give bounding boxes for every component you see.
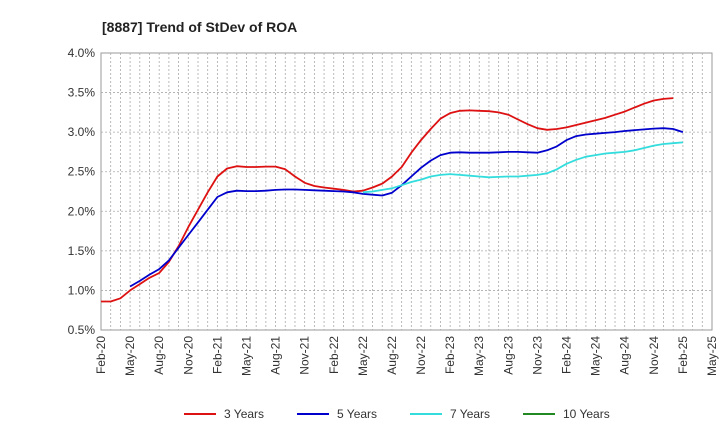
y-tick-label: 0.5%: [68, 323, 96, 337]
x-tick-label: Nov-21: [298, 336, 312, 375]
x-tick-label: Feb-23: [443, 336, 457, 374]
x-tick-label: Feb-21: [210, 336, 224, 374]
x-tick-label: May-20: [123, 336, 137, 376]
x-tick-label: Nov-23: [530, 336, 544, 375]
y-tick-label: 2.5%: [68, 165, 96, 179]
series-line: [129, 127, 684, 288]
x-tick-label: May-24: [589, 336, 603, 376]
y-tick-label: 4.0%: [68, 46, 96, 60]
x-tick-label: Aug-22: [385, 336, 399, 375]
x-tick-label: Aug-20: [152, 336, 166, 375]
x-tick-label: May-21: [239, 336, 253, 376]
x-tick-label: Aug-21: [269, 336, 283, 375]
x-tick-label: Feb-20: [94, 336, 108, 374]
x-tick-label: Aug-24: [618, 336, 632, 375]
x-tick-label: May-22: [356, 336, 370, 376]
x-tick-label: May-23: [472, 336, 486, 376]
x-tick-label: May-25: [705, 336, 719, 376]
x-axis-ticks: Feb-20 May-20 Aug-20 Nov-20 Feb-21 May-21 Aug-…: [94, 336, 719, 376]
legend-label: 3 Years: [224, 407, 264, 421]
x-tick-label: Nov-20: [181, 336, 195, 375]
chart-title: [8887] Trend of StDev of ROA: [102, 19, 297, 35]
plot-area: [100, 52, 713, 331]
x-tick-label: Feb-24: [560, 336, 574, 374]
series-lines: [101, 97, 684, 303]
legend-label: 5 Years: [337, 407, 377, 421]
gridlines: [101, 53, 712, 330]
series-line: [101, 97, 674, 303]
series-line: [362, 141, 683, 194]
legend: 3 Years 5 Years 7 Years 10 Years: [184, 407, 610, 421]
y-tick-label: 1.5%: [68, 244, 96, 258]
legend-label: 7 Years: [450, 407, 490, 421]
y-tick-label: 1.0%: [68, 283, 96, 297]
y-tick-label: 3.5%: [68, 86, 96, 100]
y-tick-label: 3.0%: [68, 125, 96, 139]
y-axis-ticks: 0.5% 1.0% 1.5% 2.0% 2.5% 3.0% 3.5% 4.0%: [68, 46, 96, 337]
x-tick-label: Nov-22: [414, 336, 428, 375]
y-tick-label: 2.0%: [68, 204, 96, 218]
x-tick-label: Aug-23: [501, 336, 515, 375]
x-tick-label: Nov-24: [647, 336, 661, 375]
x-tick-label: Feb-25: [676, 336, 690, 374]
x-tick-label: Feb-22: [327, 336, 341, 374]
legend-label: 10 Years: [563, 407, 610, 421]
